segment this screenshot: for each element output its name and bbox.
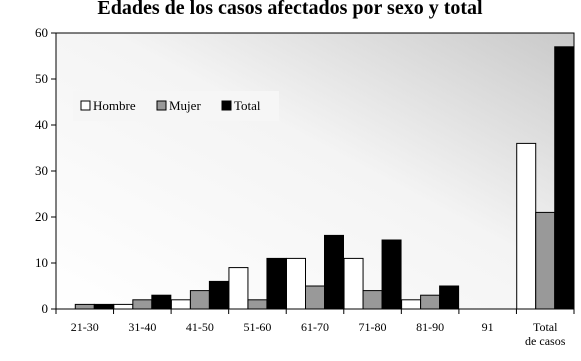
bars xyxy=(74,46,575,310)
bar-total-6 xyxy=(439,285,460,310)
y-tick-label: 60 xyxy=(35,25,48,40)
x-category-label: 81-90 xyxy=(416,320,444,334)
y-tick-label: 0 xyxy=(42,301,49,316)
legend: Hombre Mujer Total xyxy=(73,91,279,121)
x-category-label: 51-60 xyxy=(243,320,271,334)
bar-hombre-5 xyxy=(343,257,364,310)
bar-hombre-4 xyxy=(286,257,306,310)
bar-hombre-3 xyxy=(228,267,249,310)
x-axis: 21-30 31-40 41-50 51-60 61-70 71-80 81-90 91 Tot… xyxy=(55,309,575,348)
y-tick-label: 30 xyxy=(35,163,48,178)
y-tick-label: 10 xyxy=(35,255,48,270)
y-tick-label: 50 xyxy=(35,71,48,86)
bar-total-3 xyxy=(266,257,287,310)
legend-box xyxy=(73,91,279,121)
bar-hombre-8 xyxy=(516,142,537,310)
chart-title: Edades de los casos afectados por sexo y… xyxy=(97,0,483,19)
bar-mujer-1 xyxy=(132,299,153,310)
x-category-label: Total xyxy=(533,320,558,334)
bar-mujer-3 xyxy=(247,299,268,310)
x-category-label: 91 xyxy=(482,320,494,334)
bar-hombre-6 xyxy=(401,299,422,310)
legend-label-mujer: Mujer xyxy=(169,98,201,113)
bar-total-1 xyxy=(151,294,172,310)
legend-label-hombre: Hombre xyxy=(93,98,136,113)
bar-mujer-8 xyxy=(535,211,556,310)
bar-total-2 xyxy=(208,280,229,310)
x-category-label: 21-30 xyxy=(71,320,99,334)
bar-total-5 xyxy=(381,239,402,310)
bar-total-0 xyxy=(93,303,114,310)
x-category-label: 41-50 xyxy=(186,320,214,334)
bar-mujer-5 xyxy=(362,290,383,310)
x-category-label: 71-80 xyxy=(359,320,387,334)
bar-total-4 xyxy=(324,234,344,310)
bar-mujer-2 xyxy=(189,290,210,310)
x-category-label: 61-70 xyxy=(301,320,329,334)
plot-area xyxy=(55,32,575,310)
legend-swatch-total xyxy=(221,100,232,111)
y-axis: 0 10 20 30 40 50 60 xyxy=(35,25,56,316)
bar-mujer-0 xyxy=(74,303,95,310)
y-tick-label: 40 xyxy=(35,117,48,132)
y-tick-label: 20 xyxy=(35,209,48,224)
x-category-label: 31-40 xyxy=(128,320,156,334)
bar-total-8 xyxy=(554,46,575,310)
bar-hombre-2 xyxy=(170,299,191,310)
legend-swatch-hombre xyxy=(80,100,91,111)
bar-mujer-6 xyxy=(420,294,441,310)
x-category-label: de casos xyxy=(525,334,566,348)
legend-swatch-mujer xyxy=(156,100,167,111)
bar-hombre-1 xyxy=(113,303,134,310)
legend-label-total: Total xyxy=(234,98,261,113)
bar-mujer-4 xyxy=(305,285,325,310)
